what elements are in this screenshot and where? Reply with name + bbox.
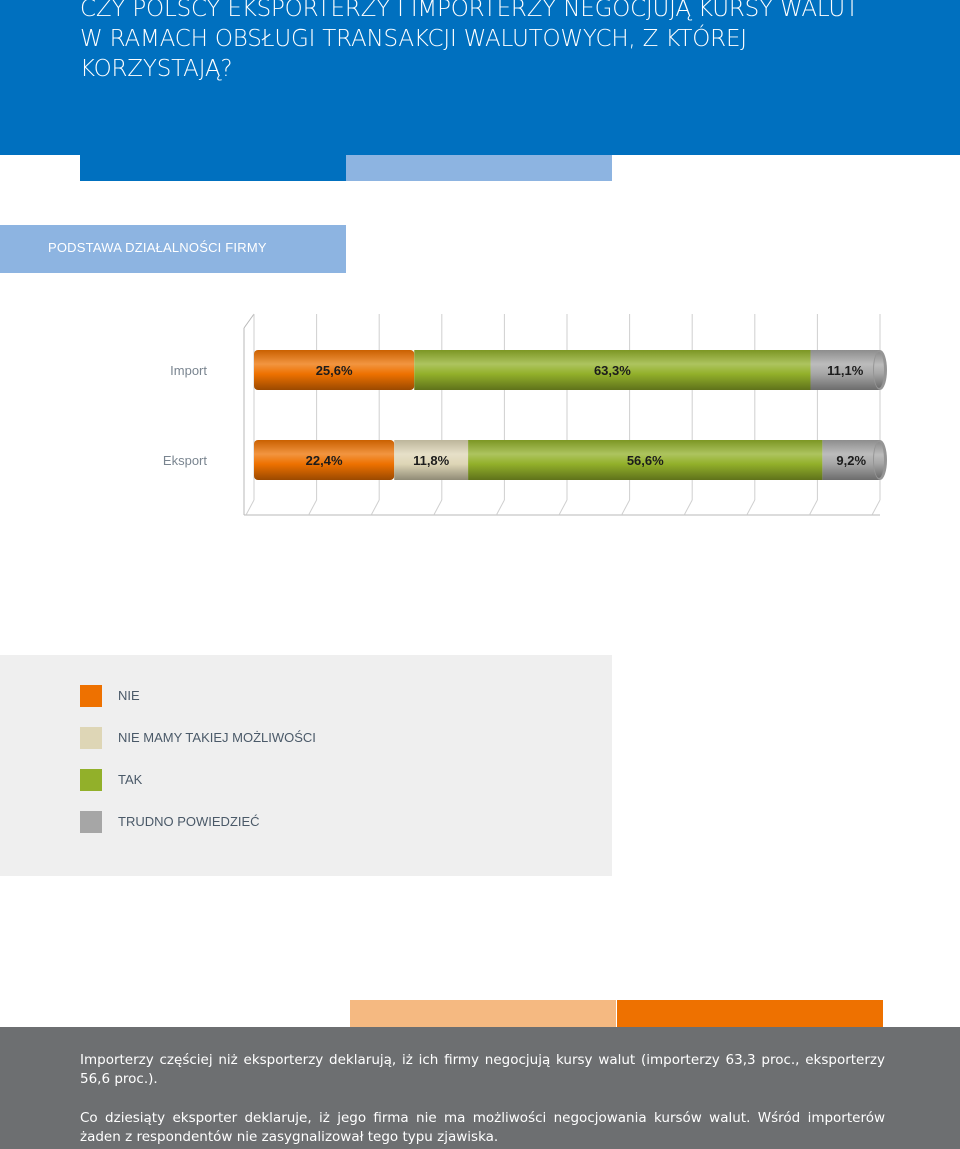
bar-segment-eksport-nie-mamy-takiej-mo-liwo-ci xyxy=(394,440,469,480)
category-label-eksport: Eksport xyxy=(163,453,207,468)
gridline-depth xyxy=(746,499,756,516)
basis-label: PODSTAWA DZIAŁALNOŚCI FIRMY xyxy=(48,240,267,255)
bar-segment-eksport-trudno-powiedzie xyxy=(822,440,880,480)
data-label-eksport-trudno-powiedzie: 9,2% xyxy=(836,453,866,468)
data-label-eksport-nie-mamy-takiej-mo-liwo-ci: 11,8% xyxy=(413,453,450,468)
legend-label-trudno: TRUDNO POWIEDZIEĆ xyxy=(118,814,260,829)
gridline-depth xyxy=(370,499,380,516)
bar-row-import: Import 25,6% 63,3% 11,1% xyxy=(170,350,887,390)
gridline-depth xyxy=(433,499,443,516)
gridline-depth xyxy=(308,499,318,516)
header-stripe-light xyxy=(346,155,612,181)
basis-box xyxy=(0,225,346,273)
gridline-depth xyxy=(871,499,881,516)
bar-end-cap-face xyxy=(874,442,884,478)
gridline-depth xyxy=(808,499,818,516)
bar-segment-import-nie xyxy=(254,350,415,390)
bar-segment-import-tak xyxy=(414,350,811,390)
data-label-import-tak: 63,3% xyxy=(594,363,631,378)
data-label-eksport-nie: 22,4% xyxy=(306,453,343,468)
summary-paragraph-1: Importerzy częściej niż eksporterzy dekl… xyxy=(80,1052,885,1087)
gridline-depth xyxy=(245,499,255,516)
bar-segment-eksport-tak xyxy=(468,440,823,480)
legend-swatch-trudno xyxy=(80,811,102,833)
category-label-import: Import xyxy=(170,363,207,378)
header-stripe-dark xyxy=(80,155,346,181)
summary-band xyxy=(0,1027,960,1149)
data-label-eksport-tak: 56,6% xyxy=(627,453,664,468)
legend-swatch-nie xyxy=(80,685,102,707)
title-band xyxy=(0,0,960,155)
page-title: CZY POLSCY EKSPORTERZY I IMPORTERZY NEGO… xyxy=(80,0,859,82)
legend-swatch-tak xyxy=(80,769,102,791)
legend-label-nie: NIE xyxy=(118,688,140,703)
chart-frame xyxy=(243,313,880,516)
legend-label-tak: TAK xyxy=(118,772,143,787)
summary-paragraph-2: Co dziesiąty eksporter deklaruje, iż jeg… xyxy=(80,1110,885,1145)
axis-top-depth xyxy=(243,313,255,329)
gridline-depth xyxy=(683,499,693,516)
legend-swatch-nie-mamy xyxy=(80,727,102,749)
bar-row-eksport: Eksport 22,4% 11,8% 56,6% 9,2% xyxy=(163,440,887,480)
data-label-import-nie: 25,6% xyxy=(316,363,353,378)
bar-end-cap-face xyxy=(874,352,884,388)
accent-bar-light-orange xyxy=(350,1000,616,1027)
gridline-depth xyxy=(558,499,568,516)
legend-label-nie-mamy: NIE MAMY TAKIEJ MOŻLIWOŚCI xyxy=(118,730,316,745)
accent-bar-orange xyxy=(617,1000,883,1027)
gridlines xyxy=(245,314,881,516)
gridline-depth xyxy=(495,499,505,516)
legend: NIE NIE MAMY TAKIEJ MOŻLIWOŚCI TAK TRUDN… xyxy=(0,655,612,876)
bar-segment-import-trudno-powiedzie xyxy=(810,350,880,390)
bar-segment-eksport-nie xyxy=(254,440,395,480)
data-label-import-trudno-powiedzie: 11,1% xyxy=(827,363,864,378)
gridline-depth xyxy=(621,499,631,516)
stacked-bar-chart: Import 25,6% 63,3% 11,1% Eksport 22,4% 11,8% 56… xyxy=(163,313,887,516)
